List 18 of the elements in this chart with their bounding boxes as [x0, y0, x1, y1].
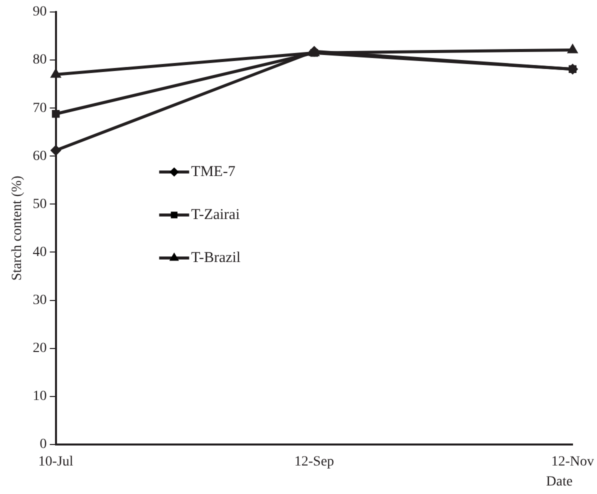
- x-tick-label: 10-Jul: [38, 454, 74, 470]
- y-tick-label: 80: [32, 52, 47, 68]
- y-axis-title: Starch content (%): [10, 175, 26, 281]
- y-tick-label: 90: [32, 4, 47, 20]
- x-tick-label: 12-Nov: [551, 454, 594, 470]
- y-tick-label: 50: [32, 196, 47, 212]
- y-tick-label: 60: [32, 148, 47, 164]
- y-tick-label: 20: [32, 340, 47, 356]
- y-tick-label: 40: [32, 244, 47, 260]
- y-tick-label: 10: [32, 389, 47, 404]
- x-tick-label: 12-Sep: [294, 454, 334, 470]
- legend-label: T-Zairai: [191, 206, 240, 223]
- y-tick-label: 30: [32, 292, 47, 308]
- legend-label: T-Brazil: [191, 250, 241, 266]
- y-tick-label: 0: [40, 437, 47, 452]
- legend-label: TME-7: [191, 164, 236, 180]
- y-tick-label: 70: [32, 100, 47, 116]
- x-axis-title: Date: [546, 474, 573, 490]
